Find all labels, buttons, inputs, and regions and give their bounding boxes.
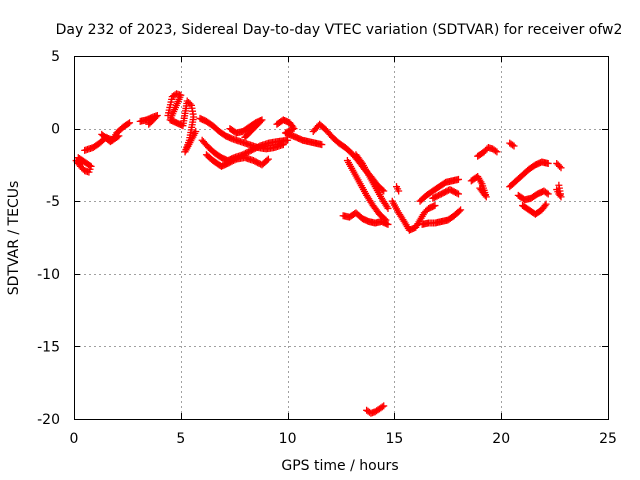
y-tick-label: -20	[37, 412, 60, 428]
data-point	[492, 147, 500, 155]
series-arc-24	[519, 200, 550, 218]
data-point	[543, 189, 551, 197]
y-tick-label: -5	[46, 194, 60, 210]
data-point	[380, 187, 388, 195]
data-point	[510, 142, 518, 150]
data-point	[557, 164, 565, 172]
data-point	[544, 190, 552, 198]
y-tick-label: -10	[37, 267, 60, 283]
data-point	[493, 148, 501, 156]
x-axis-label: GPS time / hours	[281, 458, 398, 474]
y-tick-label: 0	[51, 122, 60, 138]
x-tick-label: 5	[176, 431, 185, 447]
data-point	[476, 184, 484, 192]
series-arc-26	[553, 181, 565, 201]
data-point	[384, 204, 392, 212]
data-point	[284, 136, 292, 144]
data-point	[477, 186, 485, 194]
series-arc-25	[553, 159, 565, 172]
x-tick-label: 15	[385, 431, 403, 447]
data-point	[378, 403, 386, 411]
series-arc-23	[514, 187, 552, 204]
series-arc-3	[136, 112, 161, 128]
data-point	[457, 206, 465, 214]
series-arc-9	[273, 116, 326, 149]
y-tick-label: -15	[37, 339, 60, 355]
series-arc-20	[474, 143, 501, 160]
series-arc-22	[506, 158, 552, 191]
data-point	[431, 202, 439, 210]
series-arc-11	[343, 157, 390, 224]
data-point	[126, 119, 134, 127]
data-point	[242, 132, 250, 140]
series-arc-16	[393, 183, 403, 195]
data-point	[454, 190, 462, 198]
series-arc-5	[196, 114, 287, 153]
data-point	[384, 220, 392, 228]
data-point	[395, 187, 403, 195]
x-tick-label: 10	[279, 431, 297, 447]
data-point	[241, 133, 249, 141]
data-point	[453, 189, 461, 197]
series-arc-8	[226, 116, 266, 141]
series-arc-18	[416, 175, 462, 205]
series-arc-19	[467, 173, 490, 201]
y-axis-label: SDTVAR / TECUs	[6, 181, 22, 296]
data-point	[263, 156, 271, 164]
series-arc-14	[363, 402, 388, 417]
series-arc-1	[72, 154, 95, 176]
data-point	[318, 141, 326, 149]
y-tick-label: 5	[51, 49, 60, 65]
data-point	[77, 158, 85, 166]
data-point	[454, 175, 462, 183]
data-point	[145, 120, 153, 128]
series-arc-4	[164, 90, 200, 156]
x-tick-labels: 0 5 10 15 20 25	[70, 431, 617, 447]
data-point	[192, 128, 200, 136]
data-point	[115, 132, 123, 140]
x-tick-label: 25	[599, 431, 617, 447]
grid	[74, 56, 608, 419]
x-tick-label: 0	[70, 431, 79, 447]
series-arc-12	[352, 151, 392, 212]
series-arc-2	[81, 119, 134, 154]
data-point	[555, 181, 563, 189]
data-point	[544, 159, 552, 167]
series-arc-13	[339, 209, 392, 228]
series-arc-17	[418, 206, 465, 228]
series-arc-7	[202, 151, 272, 170]
data-point	[378, 186, 386, 194]
chart-title: Day 232 of 2023, Sidereal Day-to-day VTE…	[56, 22, 623, 38]
axis-ticks	[74, 56, 609, 420]
data-point	[509, 141, 517, 149]
data-point	[556, 162, 564, 170]
data-point	[114, 133, 122, 141]
series-arc-21	[506, 139, 518, 150]
data-point	[124, 120, 132, 128]
y-tick-labels: 5 0 -5 -10 -15 -20	[37, 49, 60, 428]
x-tick-label: 20	[492, 431, 510, 447]
data-point	[455, 207, 463, 215]
data-point	[541, 202, 549, 210]
series-arc-15	[388, 197, 439, 234]
data-point	[542, 200, 550, 208]
data-point	[146, 119, 154, 127]
data-point	[264, 155, 272, 163]
plot-frame	[74, 56, 609, 420]
data-point	[186, 100, 194, 108]
data-point	[380, 402, 388, 410]
data-points	[72, 90, 565, 417]
data-point	[79, 159, 87, 167]
